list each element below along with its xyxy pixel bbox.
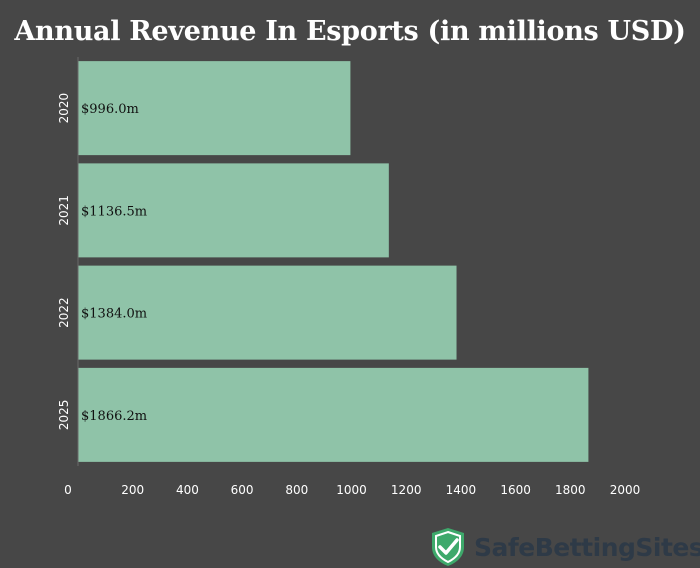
data-label-2025: $1866.2m — [81, 409, 147, 424]
x-tick-label-1000: 1000 — [336, 483, 367, 497]
x-tick-label-2000: 2000 — [610, 483, 641, 497]
brand-logo-text: SafeBettingSites — [474, 532, 700, 562]
brand-logo: SafeBettingSites — [430, 527, 700, 567]
shield-check-icon — [432, 528, 464, 566]
bar-2022 — [78, 265, 457, 360]
x-tick-label-400: 400 — [176, 483, 199, 497]
bar-2025 — [78, 367, 589, 462]
x-tick-label-1600: 1600 — [500, 483, 531, 497]
data-label-2020: $996.0m — [81, 102, 139, 117]
x-axis: 2020 2021 2022 2025 0 200 400 600 800 1000 1200 140… — [57, 57, 640, 497]
labels-layer: $996.0m $1136.5m $1384.0m $1866.2m — [81, 102, 147, 424]
x-tick-label-0: 0 — [64, 483, 72, 497]
x-tick-label-1400: 1400 — [446, 483, 477, 497]
x-tick-label-1200: 1200 — [391, 483, 422, 497]
x-tick-label-600: 600 — [231, 483, 254, 497]
x-tick-label-1800: 1800 — [555, 483, 586, 497]
category-label-2022: 2022 — [57, 297, 71, 328]
data-label-2022: $1384.0m — [81, 307, 147, 322]
x-tick-label-800: 800 — [285, 483, 308, 497]
bar-2020 — [78, 61, 351, 156]
bar-2021 — [78, 163, 389, 258]
chart-title: Annual Revenue In Esports (in millions U… — [14, 16, 686, 47]
category-label-2025: 2025 — [57, 400, 71, 431]
category-label-2021: 2021 — [57, 195, 71, 226]
category-label-2020: 2020 — [57, 93, 71, 124]
data-label-2021: $1136.5m — [81, 204, 147, 219]
bars-layer — [78, 61, 589, 462]
x-tick-label-200: 200 — [121, 483, 144, 497]
